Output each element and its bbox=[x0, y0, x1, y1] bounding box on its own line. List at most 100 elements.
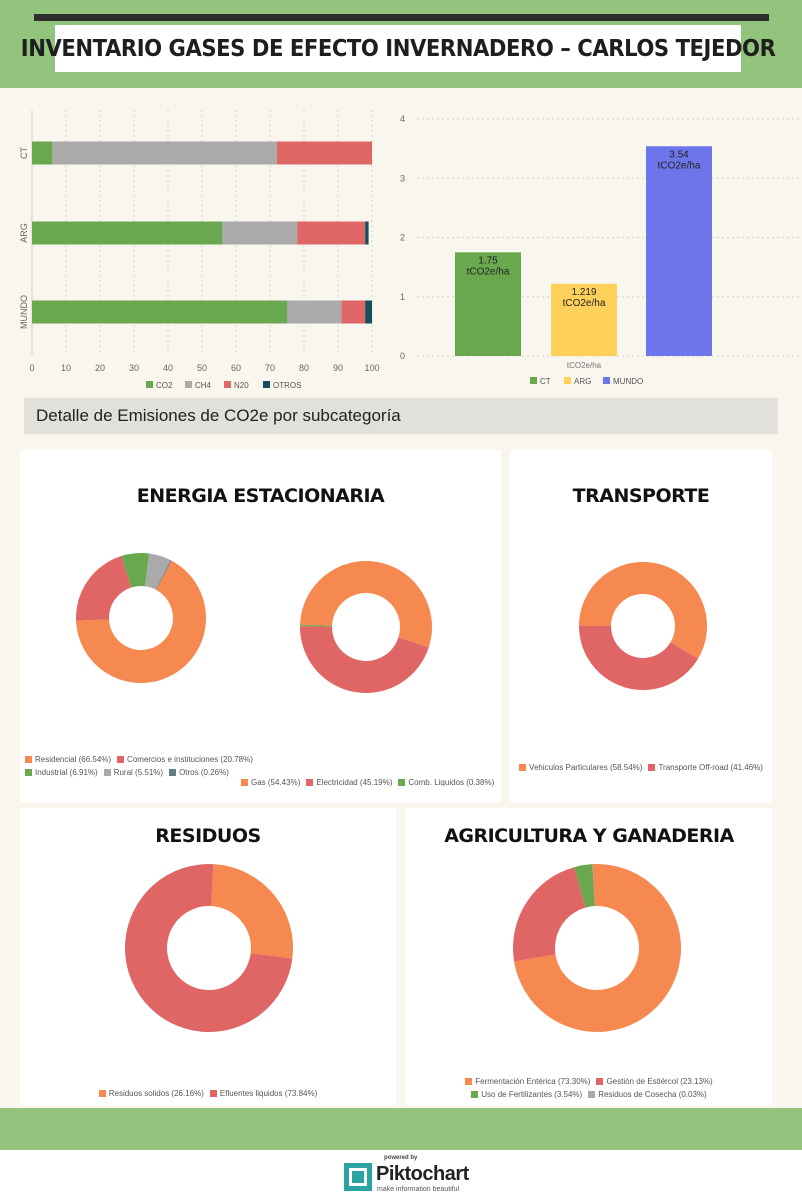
legend-label: CO2 bbox=[156, 381, 173, 390]
bar-ct-co2 bbox=[32, 141, 53, 165]
brand-tagline: make information beautiful bbox=[377, 1186, 460, 1193]
legend-row: Vehiculos Particulares (58.54%) Transport… bbox=[510, 761, 772, 774]
legend-energia-sector: Residencial (66.54%) Comercios e instituc… bbox=[22, 753, 322, 779]
slice-gas bbox=[300, 561, 433, 648]
y-tick-label: 1 bbox=[400, 292, 405, 302]
residuos-donut-svg bbox=[125, 864, 293, 1032]
x-tick-label: 100 bbox=[364, 363, 379, 373]
emissions-per-ha-svg: 012341.75tCO2e/ha1.219tCO2e/ha3.54tCO2e/… bbox=[400, 114, 802, 386]
legend-label: Otros (0.26%) bbox=[179, 768, 229, 777]
legend-label: CH4 bbox=[195, 381, 212, 390]
powered-by-label: powered by bbox=[384, 1155, 418, 1161]
legend-swatch bbox=[603, 377, 610, 384]
gases-share-svg: 0 10 20 30 40 50 60 70 80 90 100 CT ARG MUNDO CO2 CH4 N2… bbox=[19, 110, 380, 390]
footer bbox=[0, 1150, 802, 1200]
legend-item: Gas (54.43%) bbox=[241, 776, 300, 789]
legend-row: Gas (54.43%) Electricidad (45.19%) Comb. L… bbox=[238, 776, 498, 789]
x-tick-label: 80 bbox=[299, 363, 309, 373]
legend-item: Otros (0.26%) bbox=[169, 766, 229, 779]
donut-residuos bbox=[125, 864, 293, 1032]
slice-otros bbox=[155, 560, 172, 590]
legend-item: Gestión de Estiércol (23.13%) bbox=[596, 1075, 713, 1088]
slice-fermentaci-n-ent-rica bbox=[514, 864, 681, 1032]
legend-swatch bbox=[306, 779, 314, 786]
legend-label: Rural (5.51%) bbox=[113, 768, 164, 777]
bar-arg-n20 bbox=[297, 221, 366, 245]
slice-electricidad bbox=[300, 626, 429, 693]
title-box: INVENTARIO GASES DE EFECTO INVERNADERO –… bbox=[21, 25, 776, 72]
transporte-donut-svg bbox=[579, 562, 707, 690]
legend-swatch bbox=[519, 764, 527, 771]
legend-label: Fermentación Entérica (73.30%) bbox=[475, 1077, 591, 1086]
y-tick-label: 4 bbox=[400, 114, 405, 124]
legend-label: CT bbox=[540, 377, 551, 386]
legend-swatch bbox=[564, 377, 571, 384]
slice-transporte-off-road bbox=[579, 626, 699, 690]
legend-item: Comb. Liquidos (0.38%) bbox=[398, 776, 494, 789]
legend-label: Comb. Liquidos (0.38%) bbox=[408, 778, 495, 787]
legend-row: Fermentación Entérica (73.30%) Gestión de… bbox=[406, 1075, 772, 1088]
legend-row: Industrial (6.91%) Rural (5.51%) Otros (0.… bbox=[22, 766, 322, 779]
card-title-residuos: RESIDUOS bbox=[155, 825, 261, 847]
x-tick-label: 0 bbox=[29, 363, 34, 373]
legend-item: Uso de Fertilizantes (3.54%) bbox=[471, 1088, 582, 1101]
legend-label: Transporte Off-road (41.46%) bbox=[658, 763, 763, 772]
legend-swatch bbox=[103, 769, 111, 776]
bar-ct-ch4 bbox=[52, 141, 277, 165]
card-energia-estacionaria: ENERGIA ESTACIONARIA Residencial (66.54%… bbox=[20, 450, 501, 802]
page-title: INVENTARIO GASES DE EFECTO INVERNADERO –… bbox=[20, 35, 776, 62]
bar-mundo-co2 bbox=[32, 300, 287, 324]
donut-energia-sector bbox=[76, 553, 206, 683]
x-tick-label: 70 bbox=[265, 363, 275, 373]
legend-emissions-per-ha: CT ARG MUNDO bbox=[530, 377, 643, 386]
bar-arg bbox=[551, 283, 617, 356]
card-title-transporte: TRANSPORTE bbox=[572, 485, 710, 507]
y-tick-label: 2 bbox=[400, 233, 405, 243]
legend-label: Efluentes liquidos (73.84%) bbox=[219, 1089, 318, 1098]
piktochart-logo-icon bbox=[344, 1163, 372, 1191]
bar-ct-n20 bbox=[276, 141, 372, 165]
piktochart-logo[interactable]: powered by Piktochart make information b… bbox=[344, 1155, 469, 1195]
legend-label: OTROS bbox=[273, 381, 301, 390]
bar-mundo-ch4 bbox=[287, 300, 342, 324]
legend-swatch bbox=[25, 756, 32, 763]
legend-row: Residencial (66.54%) Comercios e instituc… bbox=[22, 753, 322, 766]
legend-item: Residencial (66.54%) bbox=[25, 753, 111, 766]
card-title-energia: ENERGIA ESTACIONARIA bbox=[136, 485, 385, 507]
x-axis-label: tCO2e/ha bbox=[567, 361, 602, 370]
legend-swatch bbox=[398, 779, 406, 786]
legend-gases-share: CO2 CH4 N20 OTROS bbox=[146, 381, 301, 390]
legend-item: Rural (5.51%) bbox=[103, 766, 164, 779]
section-title: Detalle de Emisiones de CO2e por subcate… bbox=[36, 406, 401, 425]
legend-label: Residencial (66.54%) bbox=[35, 755, 112, 764]
y-tick-label: MUNDO bbox=[19, 295, 29, 329]
legend-swatch bbox=[588, 1091, 596, 1098]
card-title-agricultura: AGRICULTURA Y GANADERIA bbox=[444, 825, 734, 847]
donut-agricultura bbox=[513, 864, 681, 1032]
legend-agricultura: Fermentación Entérica (73.30%) Gestión de… bbox=[406, 1075, 772, 1101]
brand-name: Piktochart bbox=[376, 1163, 469, 1185]
legend-item: Electricidad (45.19%) bbox=[306, 776, 392, 789]
legend-row: Uso de Fertilizantes (3.54%) Residuos de … bbox=[406, 1088, 772, 1101]
y-tick-label: CT bbox=[19, 147, 29, 159]
donut-transporte bbox=[579, 562, 707, 690]
bar-ct bbox=[455, 252, 521, 356]
slice-residuos-solidos bbox=[211, 864, 293, 959]
legend-row: Residuos solidos (26.16%) Efluentes liqui… bbox=[20, 1087, 396, 1100]
legend-swatch bbox=[146, 381, 153, 388]
bar-unit-label: tCO2e/ha bbox=[467, 266, 510, 277]
slice-uso-de-fertilizantes bbox=[574, 864, 595, 908]
legend-label: Industrial (6.91%) bbox=[35, 768, 98, 777]
legend-label: Uso de Fertilizantes (3.54%) bbox=[481, 1090, 583, 1099]
x-tick-label: 10 bbox=[61, 363, 71, 373]
legend-item: Residuos solidos (26.16%) bbox=[98, 1087, 204, 1100]
legend-swatch bbox=[169, 769, 177, 776]
legend-swatch bbox=[263, 381, 270, 388]
legend-swatch bbox=[241, 779, 248, 786]
legend-label: Electricidad (45.19%) bbox=[316, 778, 393, 787]
x-tick-label: 60 bbox=[231, 363, 241, 373]
x-tick-label: 40 bbox=[163, 363, 173, 373]
slice-residencial bbox=[76, 560, 206, 683]
bar-mundo bbox=[646, 146, 712, 356]
legend-swatch bbox=[224, 381, 231, 388]
